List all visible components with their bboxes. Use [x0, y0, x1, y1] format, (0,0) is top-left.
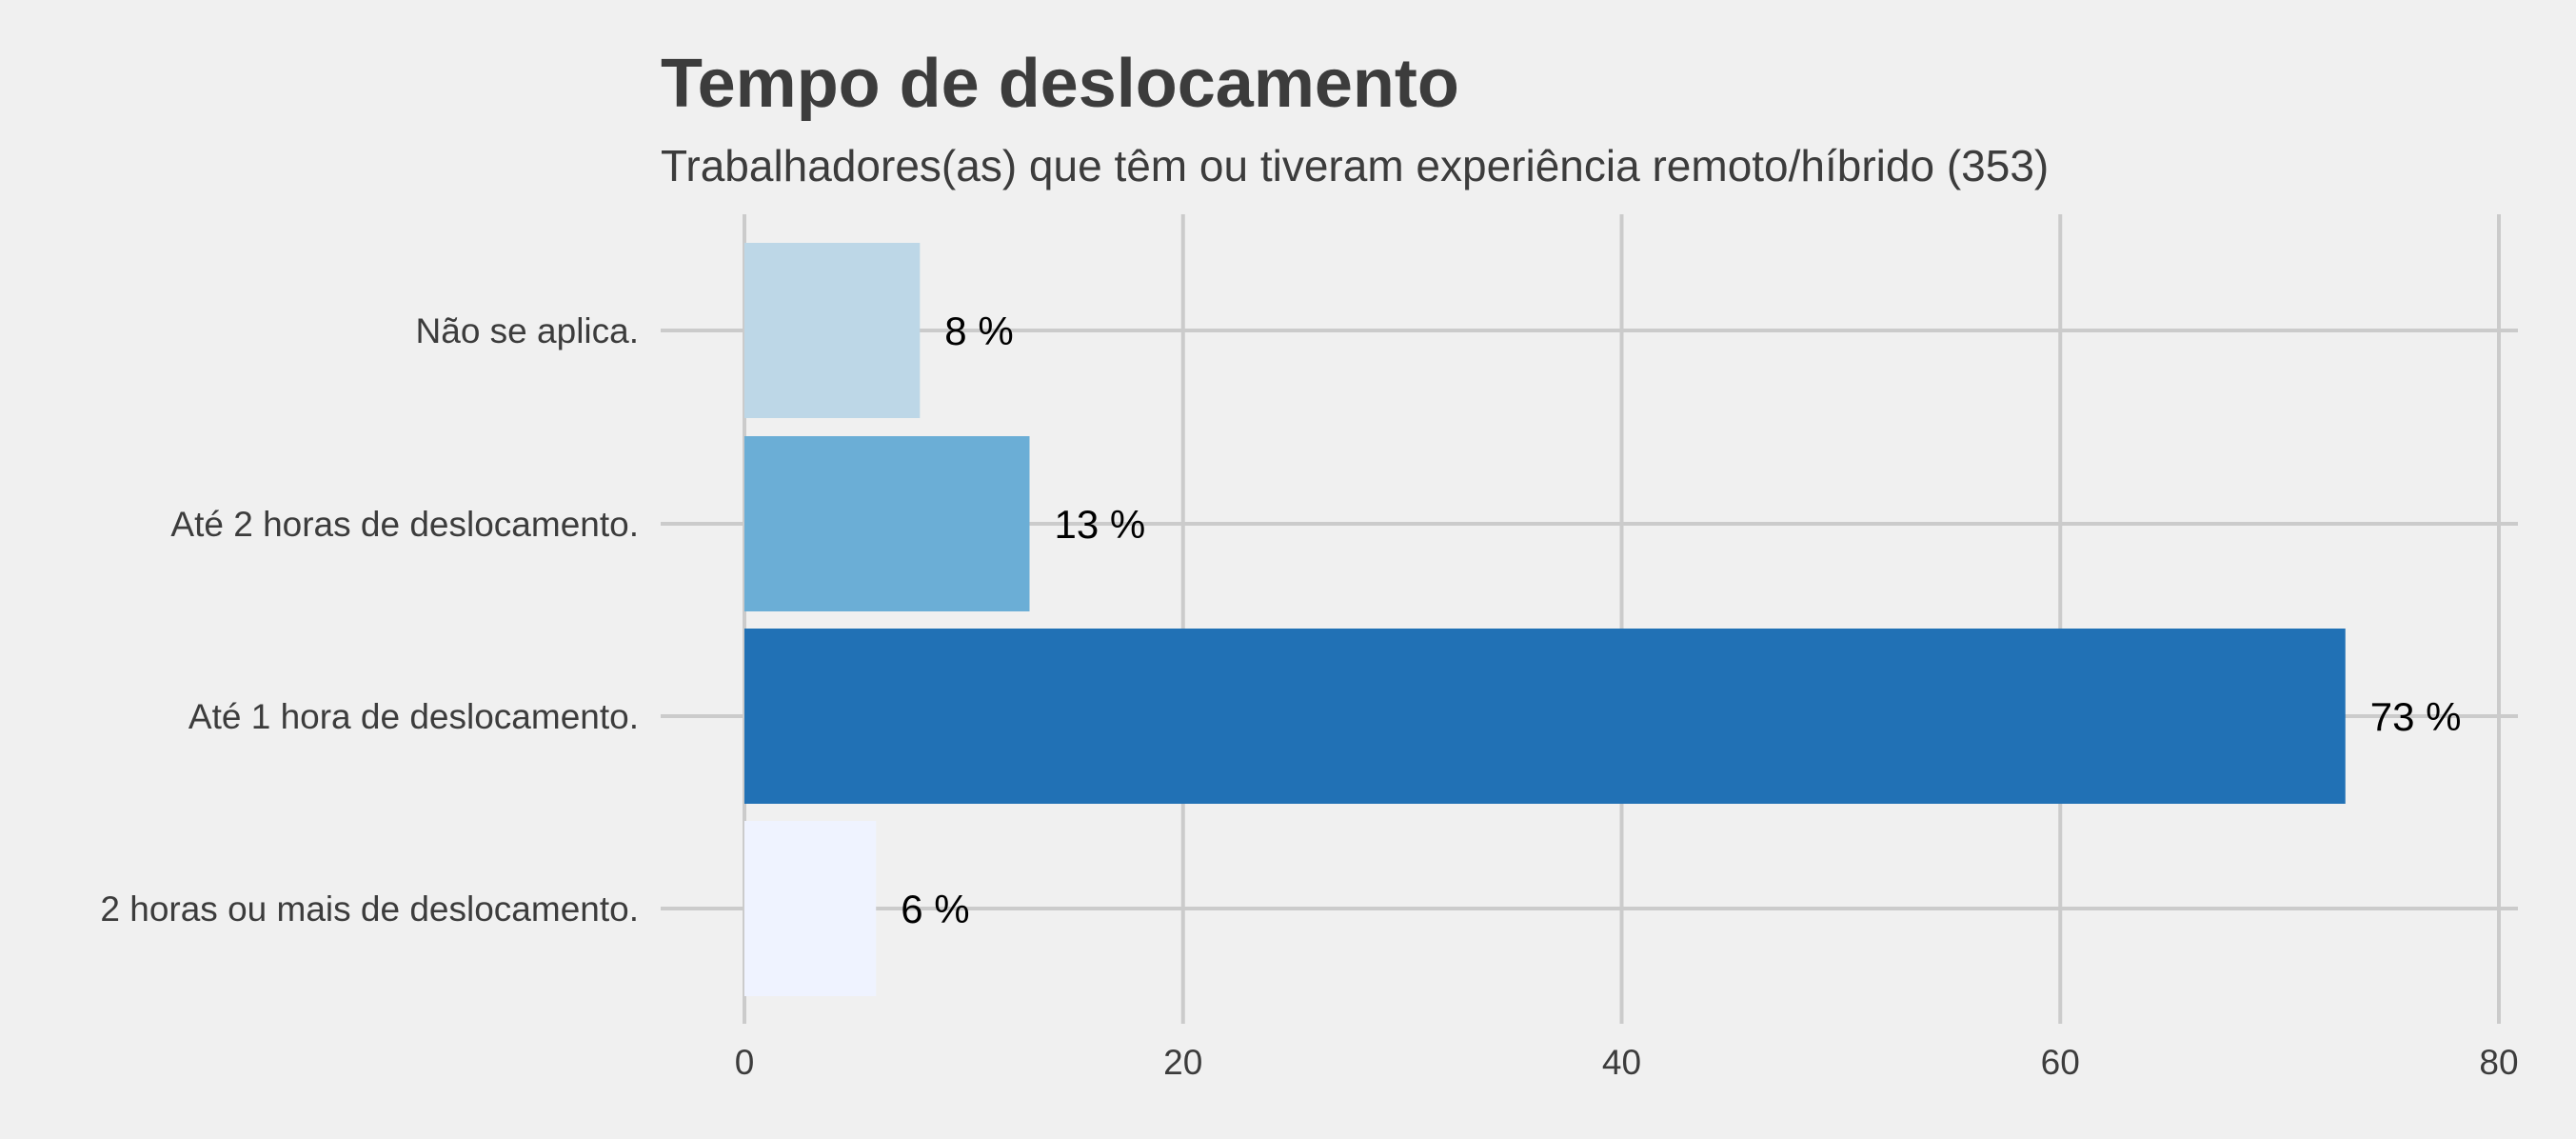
bar-3 — [744, 821, 877, 996]
bar-layer — [744, 243, 2346, 996]
y-tick-label-1: Até 2 horas de deslocamento. — [170, 505, 639, 544]
x-tick-label-80: 80 — [2479, 1043, 2518, 1082]
data-label-2: 73 % — [2370, 694, 2462, 739]
x-tick-label-0: 0 — [735, 1043, 755, 1082]
chart-subtitle: Trabalhadores(as) que têm ou tiveram exp… — [661, 141, 2049, 190]
bar-2 — [744, 629, 2346, 804]
y-tick-label-0: Não se aplica. — [416, 311, 639, 350]
data-label-0: 8 % — [944, 309, 1013, 353]
y-tick-label-3: 2 horas ou mais de deslocamento. — [100, 889, 639, 929]
label-layer: 0 20 40 60 80 Não se aplica. Até 2 horas de de… — [100, 309, 2518, 1082]
bar-1 — [744, 436, 1030, 611]
x-tick-label-20: 20 — [1163, 1043, 1202, 1082]
bar-0 — [744, 243, 921, 418]
x-tick-label-60: 60 — [2041, 1043, 2080, 1082]
data-label-3: 6 % — [901, 887, 969, 931]
data-label-1: 13 % — [1054, 502, 1145, 547]
chart-title: Tempo de deslocamento — [661, 46, 1459, 122]
x-tick-label-40: 40 — [1602, 1043, 1641, 1082]
y-tick-label-2: Até 1 hora de deslocamento. — [188, 697, 639, 736]
